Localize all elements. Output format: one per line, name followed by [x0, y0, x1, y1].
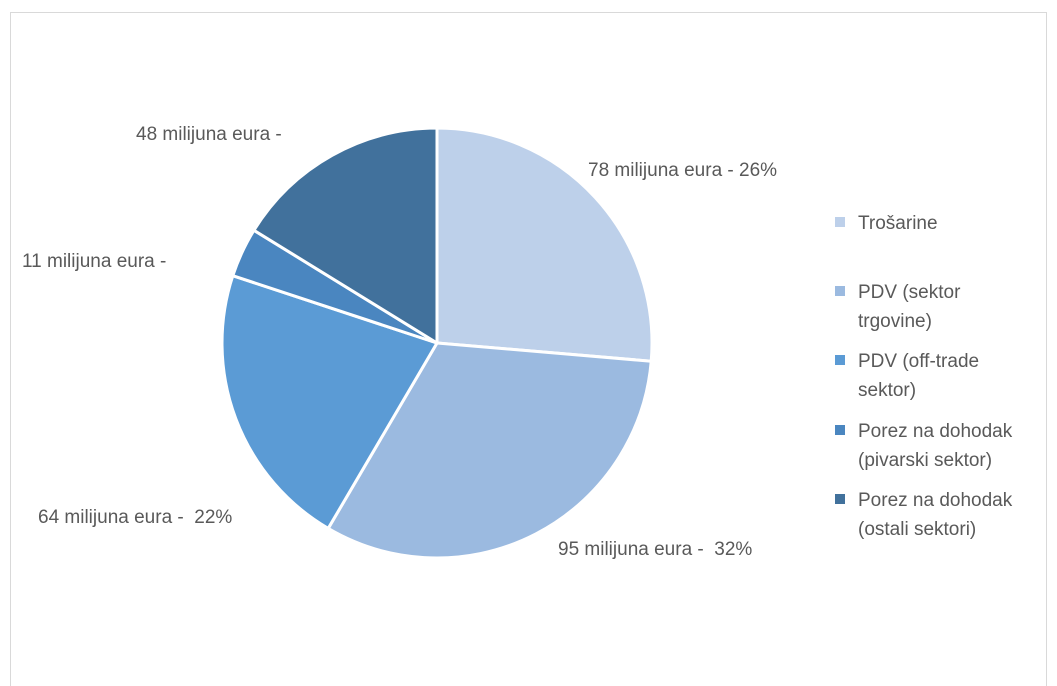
data-label: 95 milijuna eura - 32% — [558, 539, 752, 560]
data-label: 64 milijuna eura - 22% — [38, 507, 232, 528]
legend-label: PDV (sektor — [858, 282, 961, 303]
legend-label: (pivarski sektor) — [858, 450, 992, 471]
pie-slice — [435, 126, 654, 363]
legend-label: Porez na dohodak — [858, 421, 1013, 442]
legend-swatch — [835, 425, 845, 435]
legend-label: Trošarine — [858, 213, 938, 234]
legend-label: sektor) — [858, 380, 916, 401]
pie-slice — [220, 274, 439, 530]
legend-swatch — [835, 286, 845, 296]
data-label: 11 milijuna eura - — [22, 251, 166, 272]
legend-swatch — [835, 494, 845, 504]
data-label: 48 milijuna eura - — [136, 124, 282, 145]
pie-slice — [326, 341, 653, 560]
legend-swatch — [835, 355, 845, 365]
legend-label: trgovine) — [858, 311, 932, 332]
pie-slice — [252, 126, 439, 345]
legend-label: PDV (off-trade — [858, 351, 979, 372]
legend-label: (ostali sektori) — [858, 519, 976, 540]
legend-label: Porez na dohodak — [858, 490, 1013, 511]
data-label: 78 milijuna eura - 26% — [588, 160, 777, 181]
legend-swatch — [835, 217, 845, 227]
